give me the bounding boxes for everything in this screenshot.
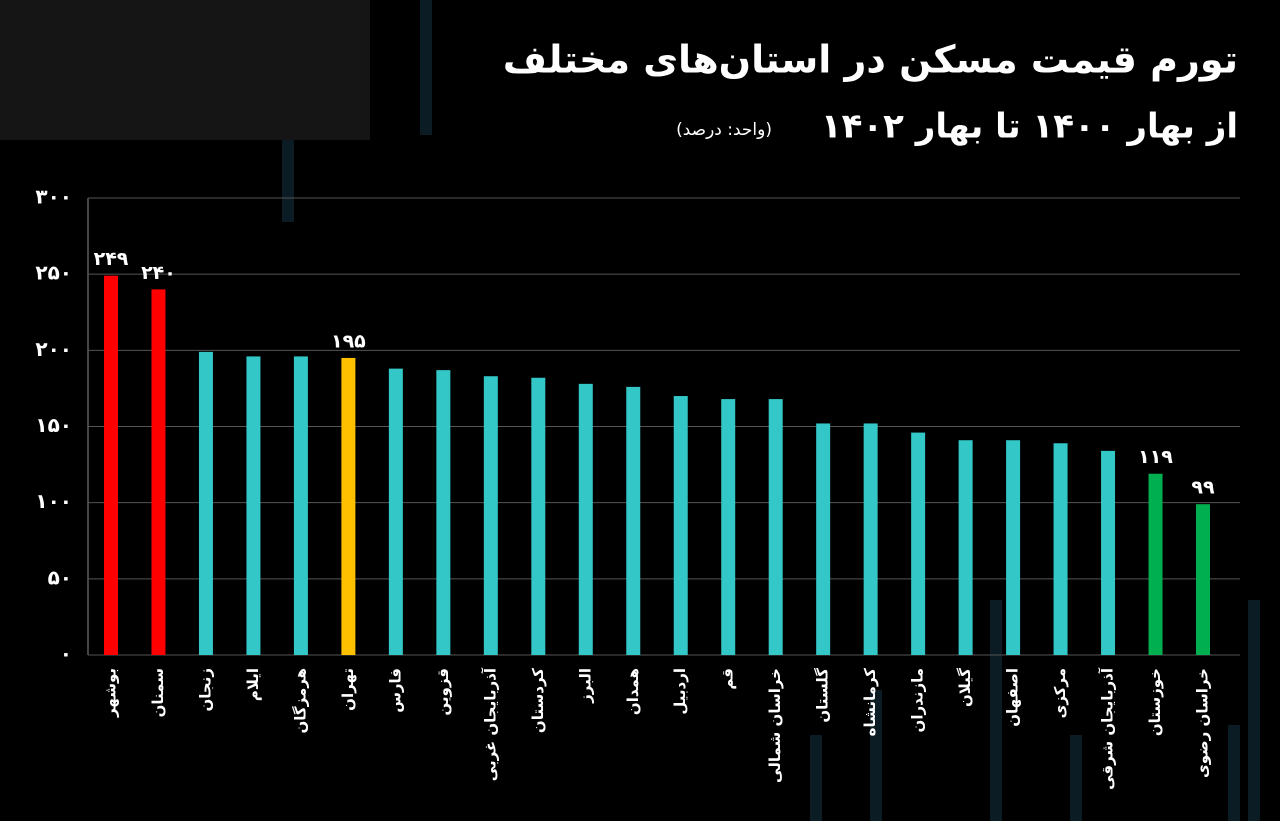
y-tick-label: ۱۰۰: [35, 489, 72, 513]
bar: [104, 275, 118, 655]
y-tick-label: ۰: [60, 642, 72, 666]
bar: [578, 383, 593, 655]
x-tick-label: خراسان رضوی: [1194, 668, 1212, 778]
bar: [911, 432, 926, 655]
bar: [198, 351, 213, 655]
y-tick-label: ۲۵۰: [35, 261, 72, 285]
bar: [958, 440, 973, 655]
x-tick-label: زنجان: [196, 668, 214, 712]
bar: [1053, 443, 1068, 655]
x-tick-label: گیلان: [956, 668, 974, 707]
bar: [768, 399, 783, 655]
bar: [436, 370, 451, 655]
blurred-logo: [0, 0, 370, 140]
value-label: ۲۴۰: [141, 262, 176, 284]
x-tick-label: بوشهر: [102, 668, 120, 718]
x-tick-label: کردستان: [529, 668, 547, 733]
value-label: ۹۹: [1191, 477, 1215, 499]
y-tick-label: ۵۰: [48, 565, 72, 589]
bar: [531, 377, 546, 655]
bar: [151, 289, 166, 655]
bar: [673, 396, 688, 655]
bar: [388, 368, 403, 655]
x-tick-label: قم: [719, 668, 737, 690]
y-tick-label: ۱۵۰: [35, 413, 72, 437]
x-tick-label: مازندران: [909, 668, 927, 732]
bar: [483, 376, 498, 655]
bar: [816, 423, 831, 655]
bar: [1101, 450, 1116, 655]
value-label: ۲۴۹: [94, 248, 129, 270]
x-tick-label: هرمزگان: [291, 668, 309, 734]
unit-note: (واحد: درصد): [676, 120, 772, 140]
x-tick-label: ایلام: [244, 668, 262, 701]
bar: [863, 423, 878, 655]
chart-title: تورم قیمت مسکن در استان‌های مختلف: [503, 38, 1238, 83]
decor: [282, 0, 1260, 821]
bar: [721, 399, 736, 655]
x-tick-label: همدان: [624, 668, 642, 715]
x-tick-label: اردبیل: [671, 668, 689, 715]
x-tick-label: خراسان شمالی: [766, 668, 784, 783]
x-tick-label: سمنان: [149, 668, 167, 717]
x-tick-label: آذربایجان شرقی: [1099, 667, 1117, 790]
x-tick-label: مرکزی: [1051, 668, 1069, 718]
bar: [246, 356, 261, 655]
x-tick-label: آذربایجان غربی: [481, 667, 499, 781]
y-tick-label: ۳۰۰: [35, 185, 72, 209]
x-tick-label: خوزستان: [1146, 668, 1164, 736]
value-label: ۱۱۹: [1138, 446, 1173, 468]
x-tick-label: گلستان: [814, 668, 832, 723]
bar: [1148, 473, 1163, 655]
x-tick-label: کرمانشاه: [861, 668, 879, 737]
bar: [1006, 440, 1021, 655]
value-label: ۱۹۵: [331, 330, 366, 352]
x-tick-label: تهران: [339, 668, 357, 711]
x-tick-label: البرز: [576, 668, 594, 704]
chart-subtitle: از بهار ۱۴۰۰ تا بهار ۱۴۰۲: [821, 107, 1238, 147]
y-tick-label: ۲۰۰: [35, 337, 72, 361]
x-tick-label: قزوین: [434, 668, 452, 716]
x-tick-label: اصفهان: [1004, 668, 1022, 727]
bar: [293, 356, 308, 655]
bar: [1196, 504, 1210, 655]
bar: [626, 386, 641, 655]
x-tick-label: فارس: [386, 668, 404, 713]
bar: [341, 357, 356, 655]
